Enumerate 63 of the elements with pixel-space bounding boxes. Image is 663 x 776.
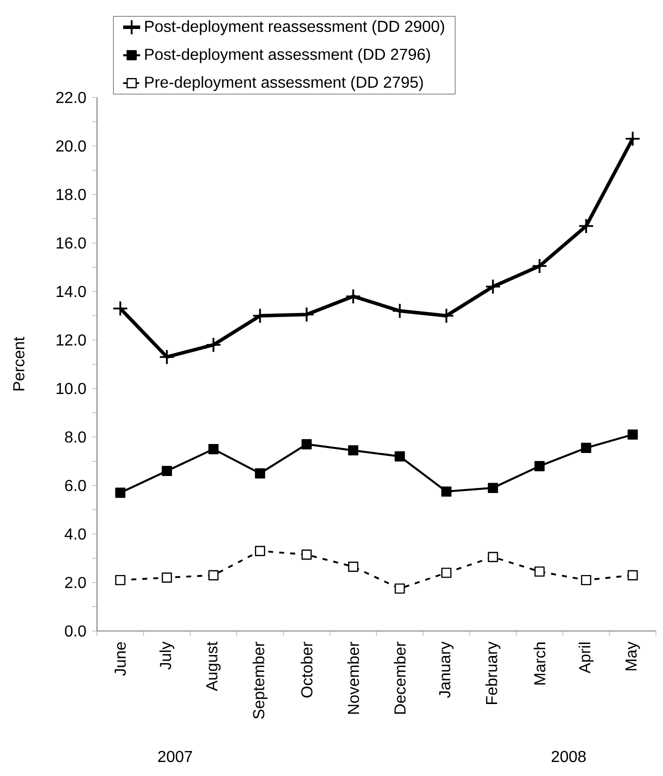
point: [394, 583, 405, 594]
point: [488, 482, 498, 494]
point: [581, 574, 592, 586]
point: [158, 349, 175, 365]
point: [438, 308, 454, 324]
point: [578, 218, 594, 234]
y-tick-label: 12.0: [56, 334, 86, 346]
y-tick-label: 0.0: [64, 625, 86, 637]
point: [115, 488, 126, 498]
legend-label: Post-deployment reassessment (DD 2900): [145, 20, 444, 36]
point: [534, 460, 545, 472]
point: [254, 546, 266, 556]
point: [485, 278, 501, 295]
point: [162, 572, 172, 583]
point: [112, 300, 128, 316]
point: [162, 466, 172, 476]
x-tick-label: February: [486, 642, 500, 704]
point: [441, 568, 452, 578]
x-tick-label: October: [300, 642, 312, 698]
point: [348, 445, 358, 456]
point: [488, 552, 498, 562]
y-tick-label: 4.0: [64, 528, 86, 540]
x-tick-label: September: [252, 642, 268, 719]
x-tick-label: January: [439, 642, 454, 698]
point: [394, 451, 405, 462]
point: [254, 468, 266, 478]
x-tick-label: March: [534, 642, 546, 684]
y-tick-label: 16.0: [56, 237, 86, 249]
y-tick-label: 10.0: [56, 382, 86, 394]
point: [534, 566, 545, 577]
y-tick-label: 20.0: [56, 140, 86, 152]
x-tick-label: June: [114, 642, 126, 676]
x-tick-label: November: [347, 642, 360, 714]
point: [532, 258, 548, 274]
point: [206, 336, 222, 353]
x-tick-label: May: [626, 642, 640, 670]
point: [208, 444, 219, 454]
legend-label: Post-deployment assessment (DD 2796): [145, 48, 430, 64]
x-tick-label: December: [394, 642, 406, 714]
y-tick-label: 14.0: [56, 286, 86, 298]
point: [302, 439, 312, 450]
point: [345, 288, 362, 304]
point: [208, 570, 219, 580]
y-tick-label: 8.0: [65, 431, 86, 443]
point: [581, 442, 592, 454]
point: [624, 130, 641, 147]
point: [115, 574, 126, 586]
y-tick-label: 18.0: [56, 188, 86, 200]
y-tick-label: 22.0: [56, 92, 86, 104]
x-tick-label: July: [159, 642, 174, 670]
y-axis-title: Percent: [13, 336, 24, 390]
text: 2007: [158, 750, 192, 762]
legend-label: Pre-deployment assessment (DD 2795): [145, 76, 423, 92]
text: 2008: [552, 750, 586, 762]
point: [628, 429, 638, 440]
point: [628, 570, 638, 580]
x-tick-label: August: [206, 642, 221, 692]
x-tick-label: April: [578, 642, 594, 674]
y-tick-label: 2.0: [65, 576, 86, 588]
point: [348, 562, 358, 572]
point: [441, 486, 452, 497]
y-tick-label: 6.0: [65, 480, 86, 492]
point: [302, 550, 312, 560]
